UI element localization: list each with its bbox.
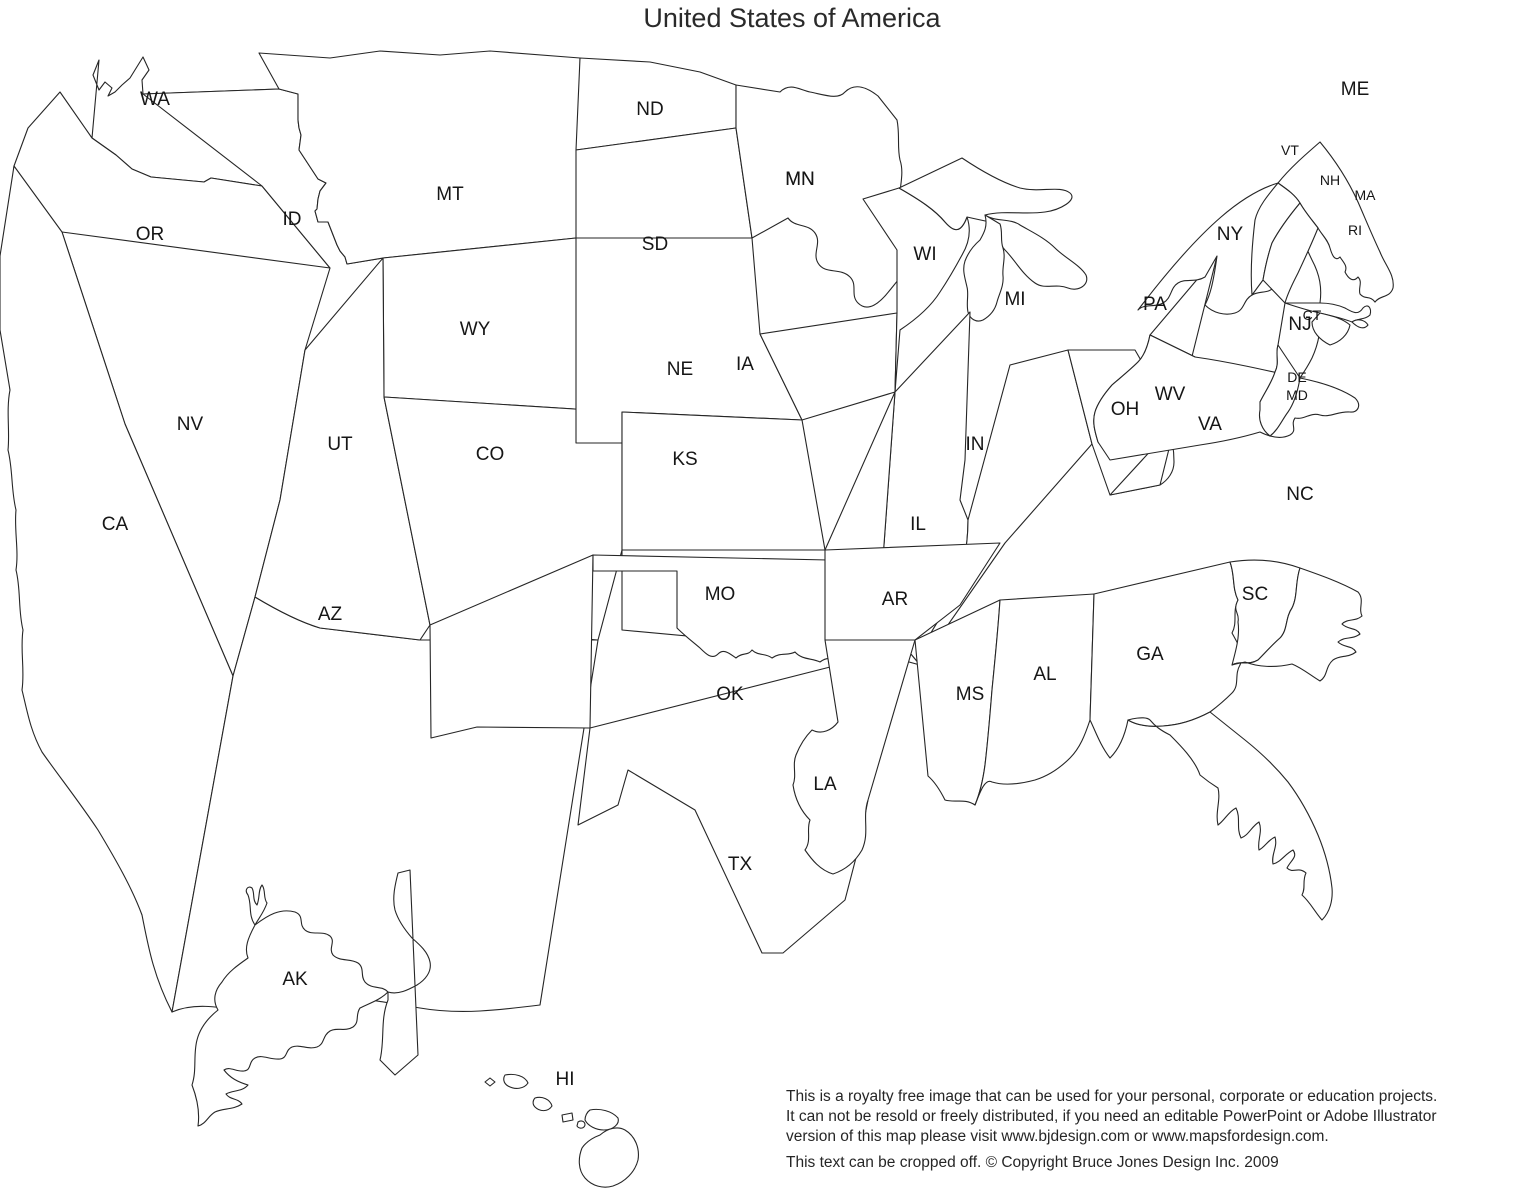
svg-text:MO: MO xyxy=(705,584,736,605)
svg-text:AK: AK xyxy=(282,969,308,990)
svg-text:SC: SC xyxy=(1242,584,1268,605)
svg-text:PA: PA xyxy=(1143,294,1167,315)
svg-text:OK: OK xyxy=(716,684,744,705)
svg-text:KS: KS xyxy=(672,449,697,470)
svg-text:NE: NE xyxy=(667,359,693,380)
svg-text:VA: VA xyxy=(1198,414,1222,435)
svg-text:WY: WY xyxy=(460,319,491,340)
svg-text:UT: UT xyxy=(327,434,353,455)
svg-text:ME: ME xyxy=(1341,79,1370,100)
svg-text:GA: GA xyxy=(1136,644,1164,665)
svg-text:WA: WA xyxy=(140,89,170,110)
svg-text:NC: NC xyxy=(1286,484,1313,505)
svg-text:This is a royalty free image t: This is a royalty free image that can be… xyxy=(786,1088,1437,1105)
svg-text:DE: DE xyxy=(1287,369,1306,385)
svg-text:NY: NY xyxy=(1217,224,1244,245)
svg-text:IN: IN xyxy=(966,434,985,455)
svg-text:TX: TX xyxy=(728,854,753,875)
svg-text:MT: MT xyxy=(436,184,464,205)
svg-text:OH: OH xyxy=(1111,399,1140,420)
svg-text:IA: IA xyxy=(736,354,754,375)
svg-text:AZ: AZ xyxy=(318,604,343,625)
svg-text:OR: OR xyxy=(136,224,165,245)
svg-text:CT: CT xyxy=(1303,307,1322,323)
svg-text:NV: NV xyxy=(177,414,204,435)
svg-text:NH: NH xyxy=(1320,172,1340,188)
svg-text:LA: LA xyxy=(813,774,837,795)
svg-text:WV: WV xyxy=(1155,384,1186,405)
svg-text:MN: MN xyxy=(785,169,815,190)
svg-text:ID: ID xyxy=(283,209,302,230)
svg-text:MD: MD xyxy=(1286,387,1308,403)
svg-text:ND: ND xyxy=(636,99,663,120)
svg-text:AR: AR xyxy=(882,589,908,610)
svg-text:United States of America: United States of America xyxy=(643,3,941,33)
svg-text:WI: WI xyxy=(913,244,936,265)
svg-text:AL: AL xyxy=(1033,664,1056,685)
svg-text:CA: CA xyxy=(102,514,129,535)
svg-text:MS: MS xyxy=(956,684,985,705)
svg-text:CO: CO xyxy=(476,444,505,465)
svg-text:This text can be cropped off.: This text can be cropped off. © Copyrigh… xyxy=(786,1154,1279,1171)
svg-text:SD: SD xyxy=(642,234,668,255)
svg-text:MA: MA xyxy=(1355,187,1377,203)
svg-text:MI: MI xyxy=(1004,289,1025,310)
svg-text:VT: VT xyxy=(1281,142,1299,158)
svg-text:It can not be resold or freely: It can not be resold or freely distribut… xyxy=(786,1108,1437,1125)
svg-text:IL: IL xyxy=(910,514,926,535)
svg-text:version of this map please vis: version of this map please visit www.bjd… xyxy=(786,1128,1329,1145)
svg-text:HI: HI xyxy=(556,1069,575,1090)
svg-text:RI: RI xyxy=(1348,222,1362,238)
